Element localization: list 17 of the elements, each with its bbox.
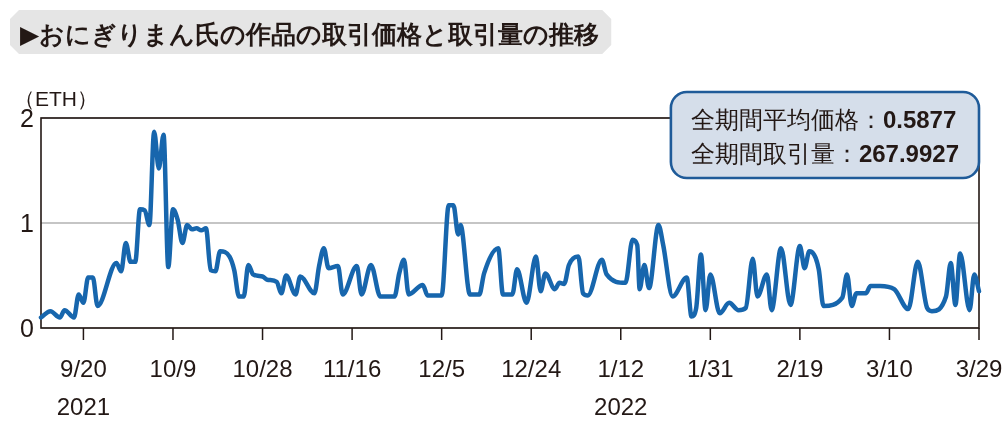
x-tick-label: 10/28 — [232, 355, 293, 382]
x-tick-label: 1/31 — [686, 355, 734, 382]
x-tick-label: 9/20 2021 — [56, 355, 111, 420]
x-tick-label: 2/19 — [776, 355, 824, 382]
annotation: 全期間平均価格：0.5877 — [690, 106, 957, 133]
y-tick-label: 1 — [20, 209, 34, 237]
annotation: 全期間取引量：267.9927 — [690, 140, 959, 167]
x-tick-label: 12/5 — [418, 355, 466, 382]
x-tick-label: 12/24 — [501, 355, 562, 382]
x-tick-label: 3/10 — [866, 355, 913, 382]
x-tick-label: 10/9 — [149, 355, 197, 382]
title: ▶おにぎりまん氏の作品の取引価格と取引量の推移 — [10, 10, 612, 54]
y-tick-label: 0 — [20, 314, 34, 342]
chart-title: ▶おにぎりまん氏の作品の取引価格と取引量の推移 — [20, 20, 600, 48]
x-tick-label: 1/12 2022 — [594, 355, 648, 420]
x-tick-label: 3/29 — [955, 355, 1003, 382]
x-tick-label: 11/16 — [322, 355, 382, 382]
